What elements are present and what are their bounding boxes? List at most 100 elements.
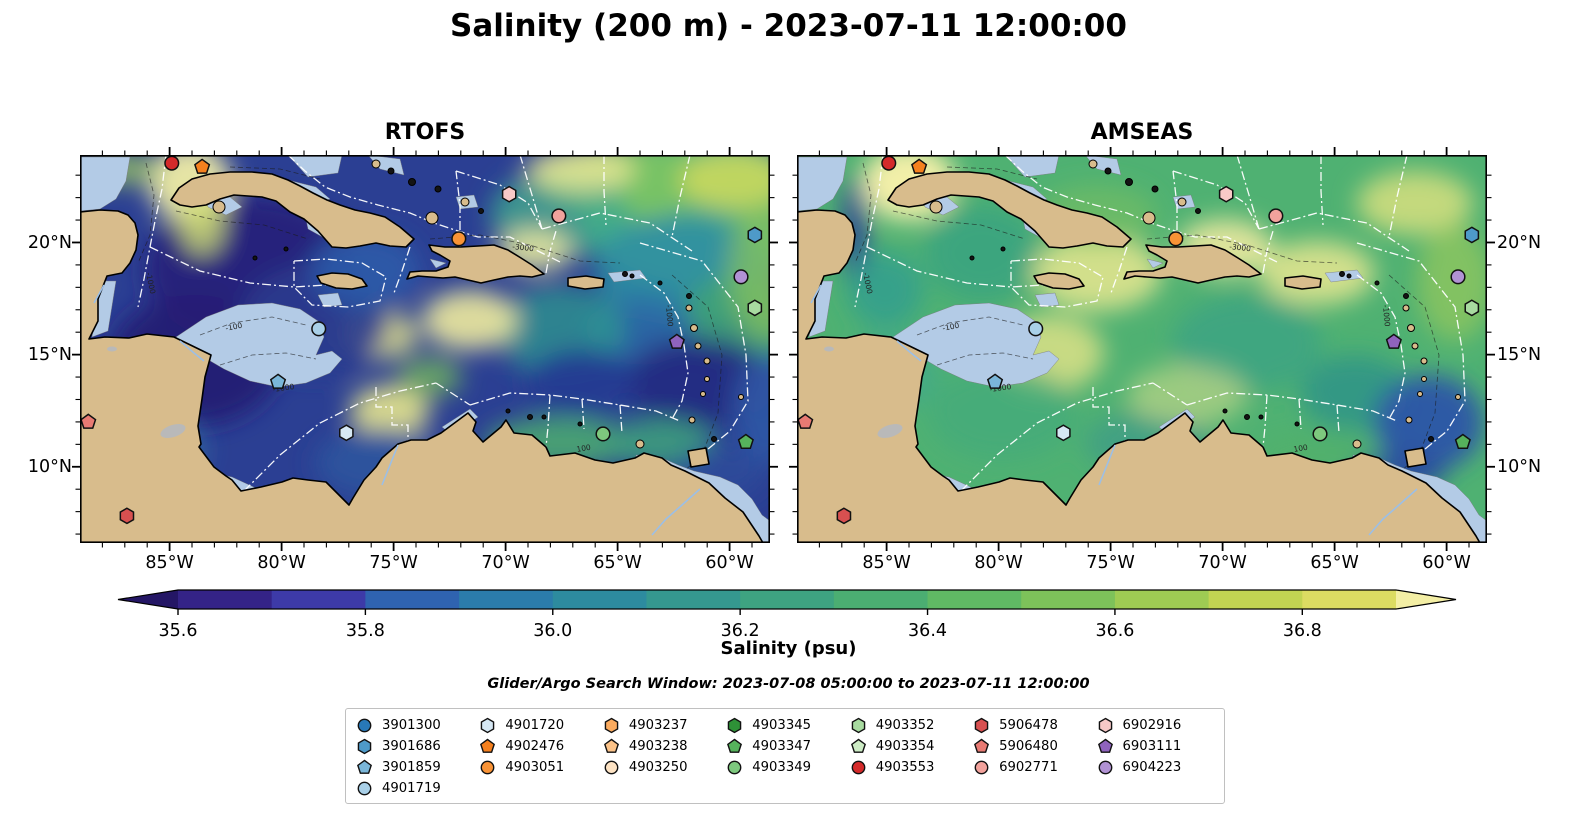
legend-entry-4903354: 4903354 (850, 736, 973, 757)
pentagon-marker-icon (850, 738, 866, 753)
hexagon-marker-icon (974, 717, 989, 734)
float-marker-4903553 (164, 155, 180, 171)
colorbar-segment (178, 590, 273, 609)
legend-entry-4903347: 4903347 (726, 736, 849, 757)
legend-column: 4903237 4903238 4903250 (603, 715, 726, 799)
island (1125, 178, 1133, 186)
float-marker-6904223 (733, 269, 749, 285)
island (1244, 414, 1250, 420)
island (212, 200, 226, 214)
float-legend: 3901300 3901686 3901859 4901719 4901720 49024… (345, 708, 1225, 804)
island (1428, 436, 1434, 442)
island (1417, 391, 1423, 397)
legend-float-id: 4903250 (628, 760, 688, 775)
legend-float-id: 4902476 (505, 739, 565, 754)
pentagon-marker-icon (480, 738, 496, 753)
island (252, 255, 258, 261)
island (527, 414, 533, 420)
landmass (1404, 447, 1427, 468)
search-window-subtitle: Glider/Argo Search Window: 2023-07-08 05… (487, 676, 1090, 692)
island (686, 293, 692, 299)
island (969, 255, 975, 261)
float-marker-3901686 (747, 226, 763, 244)
pentagon-marker-icon (727, 738, 743, 753)
legend-entry-5906478: 5906478 (973, 715, 1096, 736)
legend-column: 3901300 3901686 3901859 4901719 (356, 715, 479, 799)
colorbar-segment (271, 590, 366, 609)
legend-column: 4901720 4902476 4903051 (479, 715, 602, 799)
colorbar-segment (1208, 590, 1303, 609)
float-marker-4903349 (1312, 426, 1328, 442)
island (460, 197, 470, 207)
pentagon-marker-icon (974, 738, 990, 753)
colorbar-segment (833, 590, 929, 609)
lat-tick-label-left: 10°N (27, 456, 72, 477)
island (690, 324, 698, 332)
isobath-label: -1000 (664, 304, 675, 327)
legend-float-id: 3901300 (382, 718, 441, 733)
float-marker-5906478 (836, 507, 852, 525)
island (694, 342, 702, 350)
legend-float-id: 6902771 (999, 760, 1058, 775)
legend-entry-4902476: 4902476 (479, 736, 602, 757)
float-marker-4903051 (1168, 231, 1184, 247)
legend-float-id: 6902916 (1122, 718, 1182, 733)
island (1411, 342, 1419, 350)
island (635, 439, 645, 449)
lake-izabal (107, 346, 117, 352)
island (704, 376, 710, 382)
legend-column: 4903352 4903354 4903553 (850, 715, 973, 799)
float-marker-5906478 (119, 507, 135, 525)
circle-marker-icon (481, 760, 495, 775)
legend-float-id: 4903354 (875, 739, 935, 754)
legend-float-id: 6904223 (1122, 760, 1182, 775)
hexagon-marker-icon (1098, 717, 1112, 734)
lake-izabal (824, 346, 834, 352)
figure-title: Salinity (200 m) - 2023-07-11 12:00:00 (450, 8, 1127, 44)
lat-tick-label-right: 10°N (1497, 456, 1542, 477)
float-marker-4903349 (595, 426, 611, 442)
colorbar: 35.6 35.8 36.0 36.2 36.4 36.6 36.8 (110, 588, 1460, 648)
legend-entry-5906480: 5906480 (973, 736, 1096, 757)
hexagon-marker-icon (357, 738, 372, 755)
lon-tick-label: 80°W (257, 553, 306, 573)
colorbar-segment (459, 590, 554, 609)
island (688, 416, 696, 424)
panel-title-rtofs: RTOFS (384, 120, 466, 145)
legend-float-id: 6903111 (1122, 739, 1182, 754)
lon-tick-label: 80°W (974, 553, 1023, 573)
colorbar-segment (552, 590, 647, 609)
float-marker-4901719 (311, 321, 327, 337)
legend-entry-6902771: 6902771 (973, 757, 1096, 778)
lon-tick-label: 60°W (705, 553, 754, 573)
island (703, 357, 711, 365)
lon-tick-label: 70°W (1198, 553, 1247, 573)
island (425, 211, 439, 225)
island (1455, 394, 1461, 400)
legend-float-id: 4903238 (628, 739, 688, 754)
colorbar-segment (740, 590, 835, 609)
island (1421, 376, 1427, 382)
float-marker-4901719 (1028, 321, 1044, 337)
lon-tick-label: 60°W (1422, 553, 1471, 573)
hexagon-marker-icon (604, 717, 619, 734)
lon-tick-label: 65°W (1310, 553, 1359, 573)
landmass (567, 275, 605, 290)
colorbar-tick-label: 36.8 (1283, 621, 1322, 641)
float-marker-6902916 (1218, 185, 1234, 203)
float-marker-4901720 (1056, 424, 1071, 442)
lon-tick-label: 85°W (862, 553, 911, 573)
legend-column: 4903345 4903347 4903349 (726, 715, 849, 799)
island (1339, 271, 1345, 277)
colorbar-tick-label: 36.6 (1095, 621, 1134, 641)
float-marker-4901720 (339, 424, 354, 442)
float-marker-6902771 (1268, 208, 1284, 224)
colorbar-segment (1021, 590, 1116, 609)
island (1403, 293, 1409, 299)
hexagon-marker-icon (851, 717, 865, 734)
colorbar-tick-label: 35.8 (346, 621, 385, 641)
colorbar-tick-label: 36.4 (908, 621, 947, 641)
colorbar-tick-label: 35.6 (159, 621, 198, 641)
lat-tick-label-right: 20°N (1497, 232, 1542, 253)
